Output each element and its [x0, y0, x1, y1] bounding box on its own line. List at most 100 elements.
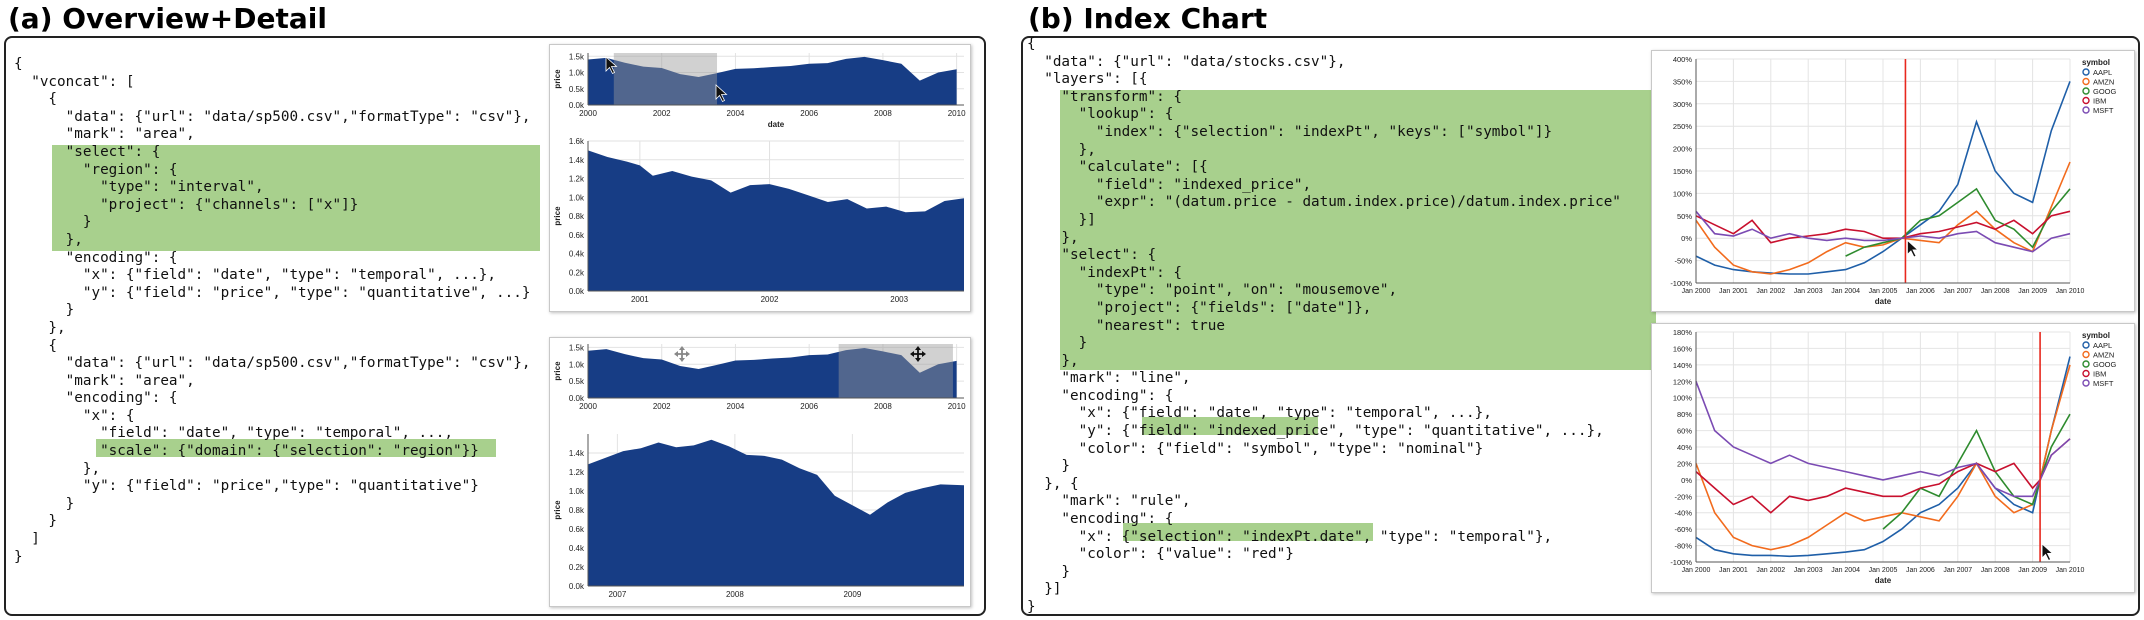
- chart-box-a2[interactable]: 0.0k 0.5k 1.0k 1.5k 2000 2002 2004 2006 2008 2010…: [549, 337, 971, 607]
- code-line: }: [1027, 335, 1088, 352]
- x-tick-label: 2002: [761, 295, 779, 304]
- code-line: }: [14, 302, 75, 319]
- legend-label: IBM: [2093, 370, 2106, 379]
- x-tick-label: 2001: [631, 295, 649, 304]
- x-tick-label: 2008: [874, 109, 892, 118]
- x-tick-label: 2003: [890, 295, 908, 304]
- y-tick-label: 1.0k: [569, 193, 585, 202]
- legend-label: AAPL: [2093, 68, 2112, 77]
- index-chart-bottom[interactable]: -100% -80% -60% -40% -20% 0% 20% 40% 60% 80% 100% 1…: [1652, 324, 2136, 594]
- cursor-arrow-icon: [605, 56, 618, 75]
- code-line: "data": {"url": "data/stocks.csv"},: [1027, 53, 1346, 70]
- x-tick-label: 2004: [727, 402, 745, 411]
- code-line: "field": "date", "type": "temporal", ...…: [14, 425, 453, 442]
- y-tick-label: 0.5k: [569, 377, 585, 386]
- legend-title: symbol: [2082, 58, 2110, 67]
- x-tick-label: Jan 2000: [1682, 567, 1711, 574]
- overview-chart-a2[interactable]: 0.0k 0.5k 1.0k 1.5k 2000 2002 2004 2006 2008 2010…: [550, 338, 972, 428]
- code-line: }: [14, 495, 75, 512]
- cursor-arrow-icon: [2041, 543, 2054, 561]
- select-highlight-a: [52, 145, 540, 251]
- y-tick-label: -20%: [1674, 492, 1692, 501]
- x-axis-title: date: [768, 120, 785, 129]
- overview-chart-a1[interactable]: 0.0k 0.5k 1.0k 1.5k 2000 2002 2004 2006 2008 2010…: [550, 45, 972, 135]
- series-line-ibm: [1695, 438, 2071, 514]
- xselection-highlight-b: [1123, 523, 1373, 541]
- y-tick-label: 0.4k: [569, 250, 585, 259]
- move-cursor-faded-icon: [674, 346, 690, 362]
- x-tick-label: Jan 2004: [1831, 288, 1860, 295]
- y-tick-label: 1.6k: [569, 137, 585, 146]
- y-tick-label: -60%: [1674, 525, 1692, 534]
- code-line: "y": {"field": "price","type": "quantita…: [14, 478, 479, 495]
- code-line: "select": {: [14, 143, 161, 160]
- x-tick-label: 2002: [653, 402, 671, 411]
- x-tick-label: Jan 2008: [1981, 288, 2010, 295]
- chart-box-b-top[interactable]: -100% -50% 0% 50% 100% 150% 200% 250% 300% 350% 40…: [1651, 50, 2135, 312]
- y-tick-label: 100%: [1673, 394, 1693, 403]
- y-tick-label: 0%: [1681, 234, 1692, 243]
- chart-box-a1[interactable]: 0.0k 0.5k 1.0k 1.5k 2000 2002 2004 2006 2008 2010…: [549, 44, 971, 312]
- code-line: },: [14, 231, 83, 248]
- y-tick-label: 1.2k: [569, 468, 585, 477]
- x-tick-label: Jan 2008: [1981, 567, 2010, 574]
- yfield-highlight-b: [1142, 417, 1318, 435]
- code-line: "color": {"value": "red"}: [1027, 546, 1294, 563]
- y-tick-label: -100%: [1670, 279, 1692, 288]
- y-tick-label: -40%: [1674, 509, 1692, 518]
- y-tick-label: 0.4k: [569, 544, 585, 553]
- index-chart-top[interactable]: -100% -50% 0% 50% 100% 150% 200% 250% 300% 350% 40…: [1652, 51, 2136, 313]
- code-line: "encoding": {: [14, 390, 178, 407]
- y-axis-title: price: [553, 206, 562, 226]
- chart-box-b-bottom[interactable]: -100% -80% -60% -40% -20% 0% 20% 40% 60% 80% 100% 1…: [1651, 323, 2135, 593]
- x-tick-label: Jan 2003: [1794, 288, 1823, 295]
- y-tick-label: 1.0k: [569, 69, 585, 78]
- y-tick-label: 0.6k: [569, 231, 585, 240]
- y-tick-label: 0.8k: [569, 506, 585, 515]
- code-line: }: [14, 548, 23, 565]
- x-tick-label: Jan 2010: [2056, 288, 2085, 295]
- x-tick-label: 2007: [608, 590, 626, 599]
- legend-label: GOOG: [2093, 87, 2117, 96]
- code-line: "y": {"field": "indexed_price", "type": …: [1027, 423, 1604, 440]
- x-tick-label: Jan 2009: [2018, 567, 2047, 574]
- panel-b-frame: { "data": {"url": "data/stocks.csv"}, "l…: [1021, 36, 2140, 616]
- x-tick-label: 2004: [727, 109, 745, 118]
- code-line: "x": {: [14, 407, 135, 424]
- code-line: }]: [1027, 581, 1062, 598]
- x-tick-label: Jan 2002: [1756, 288, 1785, 295]
- y-axis-title: price: [553, 500, 562, 520]
- code-line: "indexPt": {: [1027, 264, 1182, 281]
- code-line: "scale": {"domain": {"selection": "regio…: [14, 443, 479, 460]
- code-line: "select": {: [1027, 247, 1157, 264]
- x-axis-title: date: [1875, 297, 1892, 306]
- code-line: {: [1027, 36, 1036, 52]
- x-tick-label: 2010: [948, 402, 966, 411]
- legend-label: GOOG: [2093, 360, 2117, 369]
- code-line: "encoding": {: [1027, 511, 1174, 528]
- code-line: "data": {"url": "data/sp500.csv","format…: [14, 355, 531, 372]
- x-tick-label: Jan 2006: [1906, 567, 1935, 574]
- y-tick-label: -50%: [1674, 257, 1692, 266]
- code-block-b: { "data": {"url": "data/stocks.csv"}, "l…: [1027, 36, 1621, 617]
- y-axis-title: price: [553, 69, 562, 89]
- code-line: }: [1027, 458, 1071, 475]
- y-tick-label: 1.5k: [569, 52, 585, 61]
- y-tick-label: 0.2k: [569, 563, 585, 572]
- y-tick-label: 400%: [1673, 55, 1693, 64]
- y-tick-label: 0.2k: [569, 268, 585, 277]
- code-line: "type": "point", "on": "mousemove",: [1027, 282, 1398, 299]
- y-tick-label: 50%: [1677, 212, 1692, 221]
- legend-symbol: [2082, 106, 2090, 114]
- y-tick-label: 1.4k: [569, 156, 585, 165]
- x-tick-label: Jan 2000: [1682, 288, 1711, 295]
- detail-chart-a1: 0.0k 0.2k 0.4k 0.6k 0.8k 1.0k 1.2k 1.4k 1.6k 2001…: [553, 137, 964, 304]
- legend-symbol: [2082, 96, 2090, 105]
- y-tick-label: 140%: [1673, 361, 1693, 370]
- y-tick-label: -100%: [1670, 558, 1692, 567]
- move-cursor-icon: [910, 346, 926, 362]
- y-tick-label: 1.0k: [569, 487, 585, 496]
- detail-chart-a2: 0.0k 0.2k 0.4k 0.6k 0.8k 1.0k 1.2k 1.4k 2007 2008…: [553, 434, 964, 599]
- code-line: }, {: [1027, 475, 1079, 492]
- scale-highlight-a: [96, 439, 496, 457]
